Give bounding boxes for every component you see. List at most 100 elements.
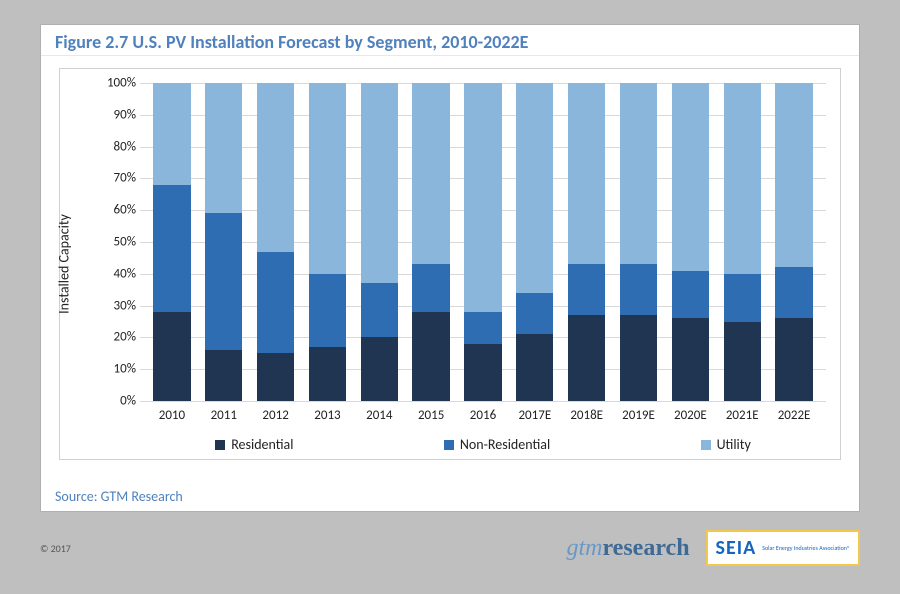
bar-segment-utility bbox=[153, 83, 190, 185]
bar-slot: 2010 bbox=[146, 83, 198, 401]
bar-segment-non-residential bbox=[568, 264, 605, 315]
plot-region: 0%10%20%30%40%50%60%70%80%90%100% 201020… bbox=[140, 83, 826, 401]
x-tick-label: 2022E bbox=[778, 408, 811, 423]
stacked-bar bbox=[724, 83, 761, 401]
bar-segment-non-residential bbox=[672, 271, 709, 319]
bar-slot: 2017E bbox=[509, 83, 561, 401]
x-tick-label: 2012 bbox=[262, 408, 288, 423]
bar-segment-utility bbox=[412, 83, 449, 264]
bar-segment-non-residential bbox=[309, 274, 346, 347]
stacked-bar bbox=[153, 83, 190, 401]
logos: gtmresearch SEIA Solar Energy Industries… bbox=[566, 530, 860, 566]
bar-segment-non-residential bbox=[516, 293, 553, 334]
legend-swatch bbox=[215, 440, 225, 450]
bar-slot: 2019E bbox=[613, 83, 665, 401]
gtm-logo: gtmresearch bbox=[566, 535, 689, 562]
bar-segment-residential bbox=[205, 350, 242, 401]
stacked-bar bbox=[205, 83, 242, 401]
bar-segment-residential bbox=[257, 353, 294, 401]
bar-slot: 2022E bbox=[768, 83, 820, 401]
x-tick-label: 2020E bbox=[674, 408, 707, 423]
bar-segment-utility bbox=[309, 83, 346, 274]
bar-segment-utility bbox=[464, 83, 501, 312]
bar-segment-utility bbox=[620, 83, 657, 264]
gridline bbox=[140, 401, 826, 402]
y-tick-label: 100% bbox=[92, 76, 136, 91]
bar-segment-utility bbox=[724, 83, 761, 274]
gtm-logo-prefix: gtm bbox=[566, 535, 602, 561]
gtm-logo-suffix: research bbox=[602, 535, 689, 561]
bar-slot: 2011 bbox=[198, 83, 250, 401]
y-tick-label: 40% bbox=[92, 266, 136, 281]
y-tick-label: 60% bbox=[92, 203, 136, 218]
bar-slot: 2016 bbox=[457, 83, 509, 401]
stacked-bar bbox=[257, 83, 294, 401]
bar-segment-residential bbox=[620, 315, 657, 401]
seia-logo-main: SEIA bbox=[716, 536, 757, 560]
bar-segment-residential bbox=[412, 312, 449, 401]
bar-segment-non-residential bbox=[464, 312, 501, 344]
x-tick-label: 2017E bbox=[518, 408, 551, 423]
bar-segment-residential bbox=[464, 344, 501, 401]
bar-slot: 2021E bbox=[716, 83, 768, 401]
bar-segment-non-residential bbox=[257, 252, 294, 354]
stacked-bar bbox=[775, 83, 812, 401]
stacked-bar bbox=[412, 83, 449, 401]
stacked-bar bbox=[464, 83, 501, 401]
x-tick-label: 2014 bbox=[366, 408, 392, 423]
stacked-bar bbox=[568, 83, 605, 401]
legend-item: Non-Residential bbox=[444, 436, 550, 453]
y-tick-label: 30% bbox=[92, 298, 136, 313]
bar-segment-non-residential bbox=[412, 264, 449, 312]
bar-segment-non-residential bbox=[724, 274, 761, 322]
legend-swatch bbox=[701, 440, 711, 450]
legend-item: Residential bbox=[215, 436, 293, 453]
x-tick-label: 2018E bbox=[570, 408, 603, 423]
bar-segment-residential bbox=[672, 318, 709, 401]
bar-slot: 2018E bbox=[561, 83, 613, 401]
y-tick-label: 10% bbox=[92, 362, 136, 377]
bar-segment-non-residential bbox=[775, 267, 812, 318]
legend-label: Residential bbox=[231, 436, 293, 453]
chart-area: Installed Capacity 0%10%20%30%40%50%60%7… bbox=[59, 68, 841, 460]
bar-segment-residential bbox=[361, 337, 398, 401]
stacked-bar bbox=[620, 83, 657, 401]
legend-swatch bbox=[444, 440, 454, 450]
y-tick-label: 80% bbox=[92, 139, 136, 154]
seia-logo: SEIA Solar Energy Industries Association… bbox=[706, 530, 860, 566]
bar-segment-residential bbox=[724, 322, 761, 402]
legend: Residential Non-Residential Utility bbox=[140, 436, 826, 453]
y-tick-label: 70% bbox=[92, 171, 136, 186]
y-tick-label: 0% bbox=[92, 394, 136, 409]
bar-segment-utility bbox=[568, 83, 605, 264]
bar-slot: 2020E bbox=[664, 83, 716, 401]
bar-segment-non-residential bbox=[620, 264, 657, 315]
legend-label: Utility bbox=[717, 436, 751, 453]
bar-segment-utility bbox=[257, 83, 294, 252]
y-tick-label: 90% bbox=[92, 107, 136, 122]
stacked-bar bbox=[361, 83, 398, 401]
x-tick-label: 2015 bbox=[418, 408, 444, 423]
x-tick-label: 2016 bbox=[470, 408, 496, 423]
copyright: © 2017 bbox=[40, 542, 71, 555]
bar-slot: 2012 bbox=[250, 83, 302, 401]
bar-segment-utility bbox=[205, 83, 242, 213]
footer: © 2017 gtmresearch SEIA Solar Energy Ind… bbox=[40, 524, 860, 572]
x-tick-label: 2010 bbox=[159, 408, 185, 423]
y-axis-label: Installed Capacity bbox=[56, 214, 73, 314]
bar-segment-utility bbox=[516, 83, 553, 293]
chart-title: Figure 2.7 U.S. PV Installation Forecast… bbox=[55, 31, 528, 53]
seia-logo-sub: Solar Energy Industries Association® bbox=[762, 545, 850, 552]
legend-label: Non-Residential bbox=[460, 436, 550, 453]
bar-segment-utility bbox=[672, 83, 709, 271]
y-tick-label: 20% bbox=[92, 330, 136, 345]
legend-item: Utility bbox=[701, 436, 751, 453]
bar-segment-non-residential bbox=[361, 283, 398, 337]
x-tick-label: 2021E bbox=[726, 408, 759, 423]
bar-slot: 2014 bbox=[353, 83, 405, 401]
x-tick-label: 2019E bbox=[622, 408, 655, 423]
x-tick-label: 2011 bbox=[211, 408, 237, 423]
stacked-bar bbox=[672, 83, 709, 401]
bar-segment-non-residential bbox=[153, 185, 190, 312]
bar-segment-non-residential bbox=[205, 213, 242, 350]
